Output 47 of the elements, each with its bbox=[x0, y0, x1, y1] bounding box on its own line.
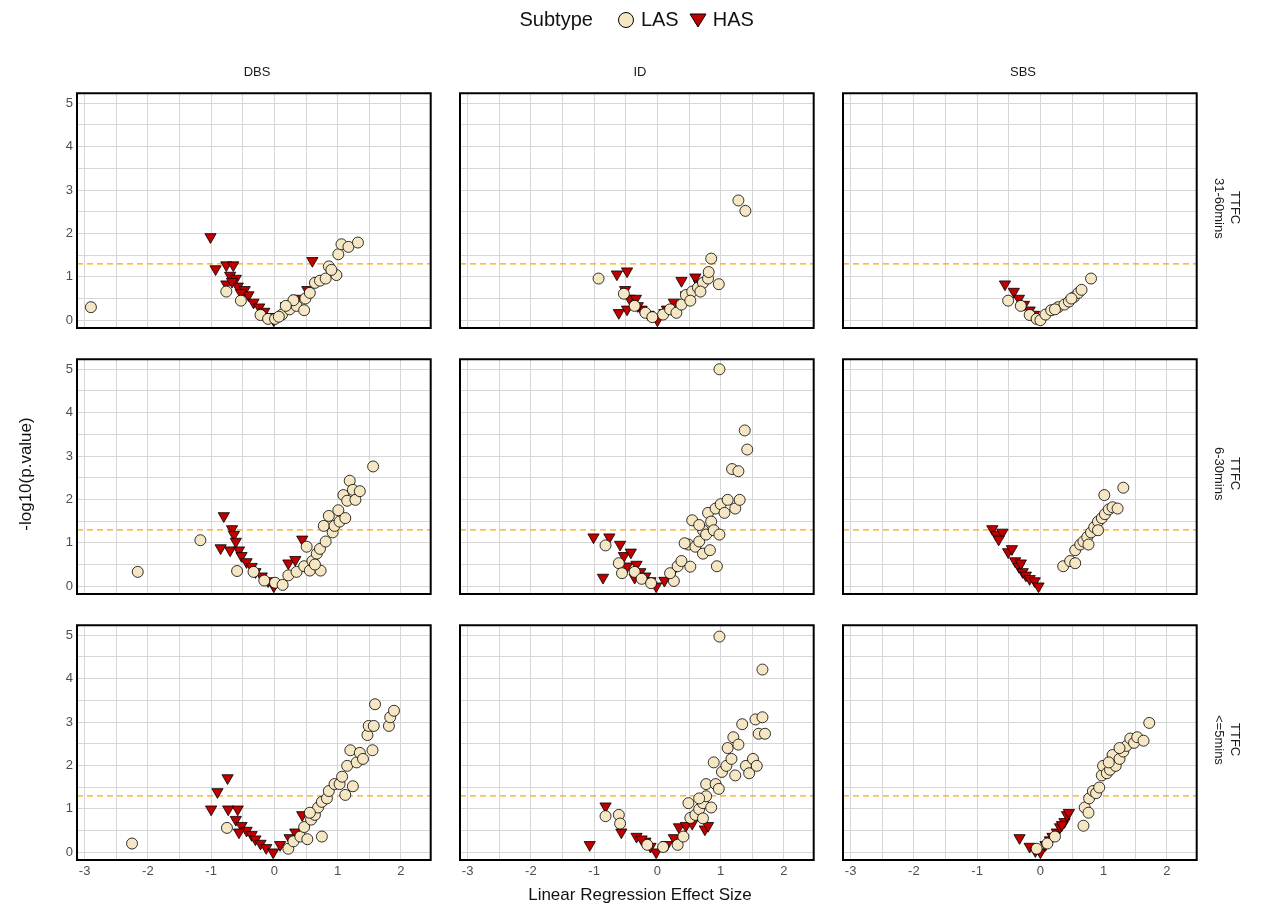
y-tick-label: 1 bbox=[65, 268, 73, 284]
legend-label: HAS bbox=[712, 8, 754, 31]
y-tick-label: 5 bbox=[65, 94, 73, 110]
y-tick-label: 2 bbox=[65, 225, 73, 240]
y-tick-label: 1 bbox=[65, 534, 73, 550]
x-tick-label: 0 bbox=[1036, 863, 1045, 879]
x-tick-label: -3 bbox=[461, 863, 474, 879]
x-tick-label: 1 bbox=[717, 863, 725, 879]
x-tick-label: -3 bbox=[78, 863, 91, 879]
x-tick-label: 2 bbox=[780, 863, 788, 879]
y-tick-label: 3 bbox=[65, 713, 73, 729]
y-tick-label: 0 bbox=[65, 843, 73, 859]
y-tick-label: 0 bbox=[65, 577, 73, 593]
y-tick-label: 3 bbox=[65, 181, 73, 197]
x-tick-label: -3 bbox=[844, 863, 857, 879]
y2-axis-title: TTFC 31-60mins bbox=[1211, 177, 1243, 239]
y-tick-label: 4 bbox=[65, 404, 73, 420]
y-tick-label: 3 bbox=[65, 447, 73, 463]
x-tick-label: -1 bbox=[588, 863, 600, 879]
x-tick-label: 1 bbox=[334, 863, 342, 879]
x-tick-label: 0 bbox=[270, 863, 279, 879]
y-tick-label: 0 bbox=[65, 311, 73, 327]
x-tick-label: -2 bbox=[525, 863, 537, 879]
x-tick-label: -1 bbox=[205, 863, 217, 879]
x-tick-label: 2 bbox=[1163, 863, 1171, 879]
chart-title: SBS bbox=[1009, 64, 1037, 79]
x-tick-label: 1 bbox=[1100, 863, 1108, 879]
legend-title: Subtype bbox=[519, 8, 593, 31]
y-axis-title: -log10(p.value) bbox=[16, 417, 36, 531]
y-tick-label: 2 bbox=[65, 491, 73, 506]
y2-axis-title: TTFC 6-30mins bbox=[1211, 447, 1243, 501]
x-tick-label: 2 bbox=[397, 863, 405, 879]
y-tick-label: 2 bbox=[65, 757, 73, 772]
x-tick-label: 0 bbox=[653, 863, 662, 879]
chart-title: ID bbox=[632, 64, 648, 79]
y-tick-label: 4 bbox=[65, 138, 73, 154]
x-tick-label: -1 bbox=[971, 863, 983, 879]
x-tick-label: -2 bbox=[908, 863, 920, 879]
y-tick-label: 1 bbox=[65, 800, 73, 816]
legend-label: LAS bbox=[640, 8, 679, 31]
chart-title: DBS bbox=[242, 64, 272, 79]
y-tick-label: 4 bbox=[65, 670, 73, 686]
y-tick-label: 5 bbox=[65, 626, 73, 642]
y2-axis-title: TTFC <=5mins bbox=[1211, 715, 1243, 765]
x-tick-label: -2 bbox=[142, 863, 154, 879]
x-axis-title: Linear Regression Effect Size bbox=[528, 885, 752, 905]
y-tick-label: 5 bbox=[65, 360, 73, 376]
